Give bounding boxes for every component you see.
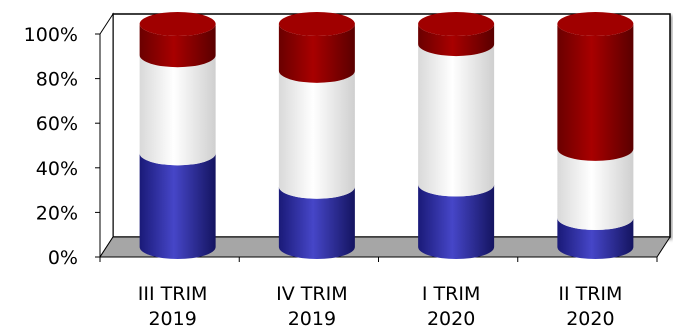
x-axis-ticks — [99, 257, 658, 262]
bars — [139, 12, 634, 259]
bar-top-cap — [139, 12, 216, 36]
bar-segment — [278, 24, 355, 83]
bar-segment — [139, 24, 216, 68]
bar-group — [278, 12, 355, 259]
x-category-label: IV TRIM 2019 — [276, 283, 347, 330]
bar-segment — [557, 148, 634, 230]
bar-group — [139, 12, 216, 259]
bar-group — [557, 12, 634, 259]
y-tick-label: 100% — [24, 24, 78, 46]
bar-segment — [418, 24, 495, 57]
bar-segment — [418, 184, 495, 259]
y-tick-label: 20% — [36, 202, 78, 224]
bar-segment — [278, 186, 355, 259]
bar-segment — [557, 218, 634, 259]
x-category-label: II TRIM 2020 — [558, 283, 622, 330]
y-tick-label: 80% — [36, 69, 78, 91]
y-tick-label: 40% — [36, 158, 78, 180]
bar-segment — [139, 153, 216, 259]
y-axis-ticks: 0% 20% 40% 60% 80% 100% — [24, 24, 100, 269]
bar-segment — [139, 55, 216, 166]
category-labels: III TRIM 2019 IV TRIM 2019 I TRIM 2020 II TRIM… — [138, 283, 623, 330]
x-category-label: III TRIM 2019 — [138, 283, 208, 330]
bar-top-cap — [418, 12, 495, 36]
bar-segment — [278, 70, 355, 199]
bar-group — [418, 12, 495, 259]
bar-segment — [418, 44, 495, 197]
x-category-label: I TRIM 2020 — [422, 283, 480, 330]
bar-segment — [557, 24, 634, 161]
bar-top-cap — [278, 12, 355, 36]
y-tick-label: 0% — [48, 247, 78, 269]
side-wall — [99, 12, 114, 259]
bar-top-cap — [557, 12, 634, 36]
y-tick-label: 60% — [36, 113, 78, 135]
